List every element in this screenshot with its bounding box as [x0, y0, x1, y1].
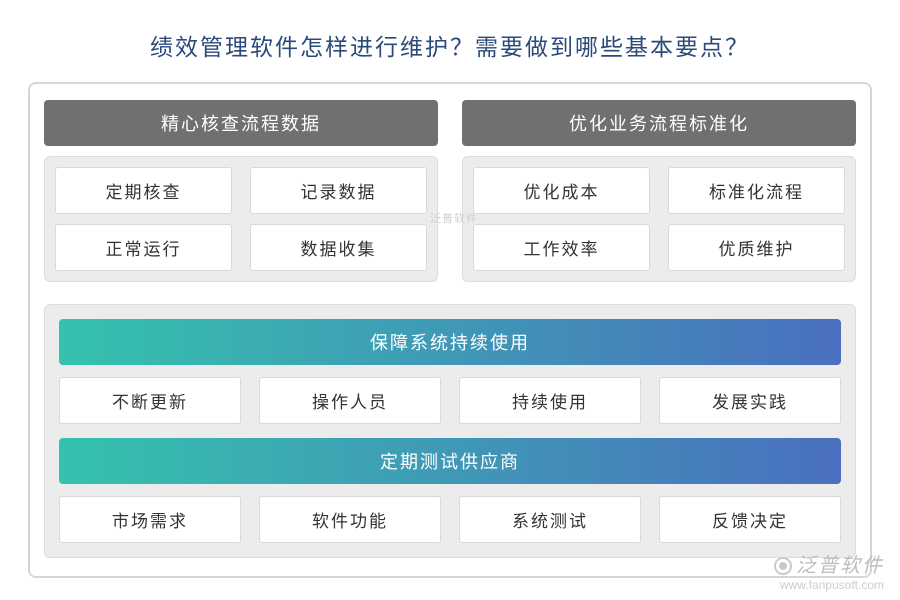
- top-row: 精心核查流程数据 定期核查 记录数据 正常运行 数据收集 优化业务流程标准化 优…: [44, 100, 856, 282]
- bottom-row-2: 市场需求 软件功能 系统测试 反馈决定: [59, 496, 841, 543]
- bottom-panel: 保障系统持续使用 不断更新 操作人员 持续使用 发展实践 定期测试供应商 市场需…: [44, 304, 856, 558]
- tile: 记录数据: [250, 167, 427, 214]
- top-left-tile-panel: 定期核查 记录数据 正常运行 数据收集: [44, 156, 438, 282]
- tile: 正常运行: [55, 224, 232, 271]
- tile: 市场需求: [59, 496, 241, 543]
- tile: 优质维护: [668, 224, 845, 271]
- bottom-header-1: 保障系统持续使用: [59, 319, 841, 365]
- tile: 系统测试: [459, 496, 641, 543]
- bottom-header-2: 定期测试供应商: [59, 438, 841, 484]
- tile: 优化成本: [473, 167, 650, 214]
- tile: 软件功能: [259, 496, 441, 543]
- tile: 发展实践: [659, 377, 841, 424]
- tile: 工作效率: [473, 224, 650, 271]
- bottom-row-1: 不断更新 操作人员 持续使用 发展实践: [59, 377, 841, 424]
- tile: 不断更新: [59, 377, 241, 424]
- tile: 持续使用: [459, 377, 641, 424]
- tile: 定期核查: [55, 167, 232, 214]
- top-right-tile-panel: 优化成本 标准化流程 工作效率 优质维护: [462, 156, 856, 282]
- tile: 操作人员: [259, 377, 441, 424]
- top-left-column: 精心核查流程数据 定期核查 记录数据 正常运行 数据收集: [44, 100, 438, 282]
- tile: 数据收集: [250, 224, 427, 271]
- top-left-header: 精心核查流程数据: [44, 100, 438, 146]
- tile: 反馈决定: [659, 496, 841, 543]
- tile: 标准化流程: [668, 167, 845, 214]
- top-right-header: 优化业务流程标准化: [462, 100, 856, 146]
- page-title: 绩效管理软件怎样进行维护？需要做到哪些基本要点？: [0, 0, 900, 82]
- watermark-url: www.fanpusoft.com: [774, 578, 884, 592]
- outer-panel: 精心核查流程数据 定期核查 记录数据 正常运行 数据收集 优化业务流程标准化 优…: [28, 82, 872, 578]
- top-right-column: 优化业务流程标准化 优化成本 标准化流程 工作效率 优质维护: [462, 100, 856, 282]
